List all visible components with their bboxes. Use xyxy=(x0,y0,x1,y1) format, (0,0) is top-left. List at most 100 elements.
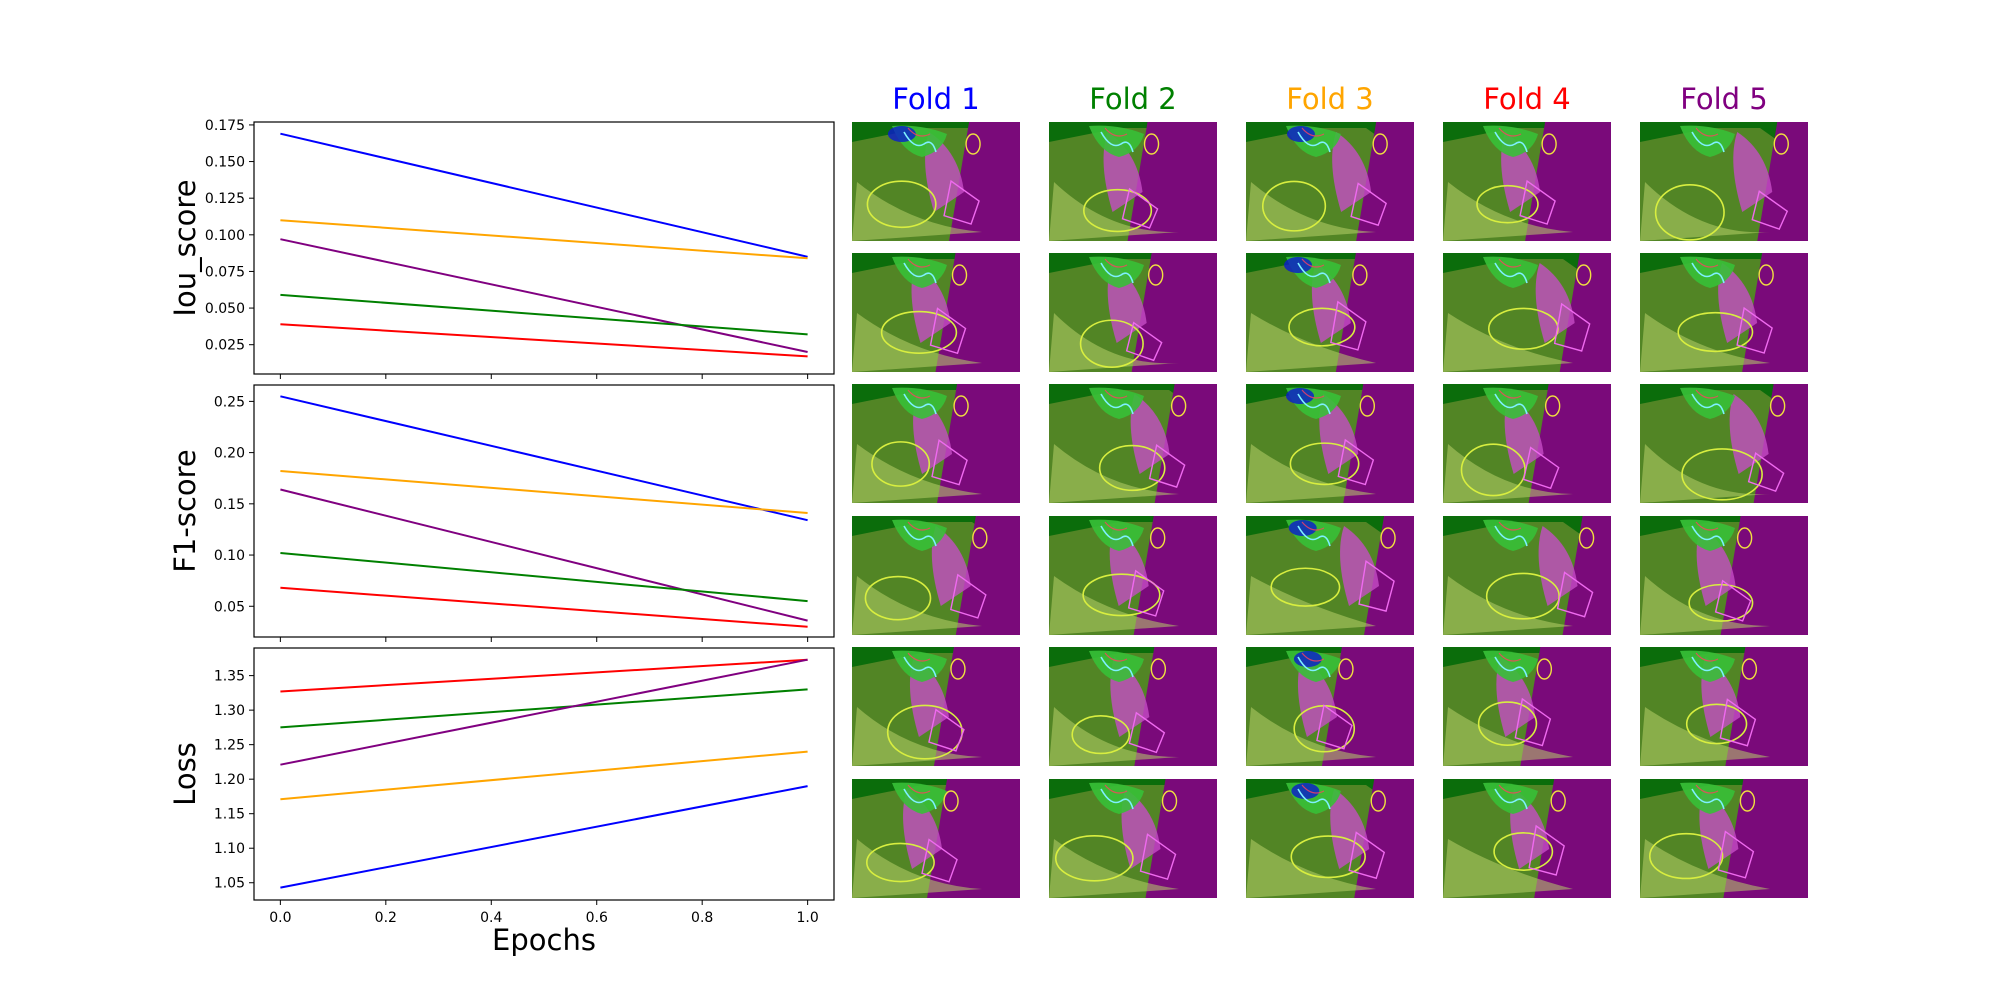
thumbnail-fold-2-row-6 xyxy=(1049,779,1217,898)
segmentation-overlay-image xyxy=(1443,253,1611,372)
plot-frame xyxy=(253,384,835,638)
segmentation-overlay-image xyxy=(852,516,1020,635)
series-line-3 xyxy=(280,658,808,766)
segmentation-overlay-image xyxy=(1443,647,1611,766)
x-tick-label: 0.4 xyxy=(480,910,502,926)
segmentation-overlay-image xyxy=(1246,384,1414,503)
y-tick-label: 0.05 xyxy=(214,599,245,615)
plot-frame xyxy=(253,121,835,375)
series-line-1 xyxy=(280,658,808,693)
y-tick-label: 0.10 xyxy=(214,548,245,564)
y-axis-label: Iou_score xyxy=(168,179,202,316)
segmentation-overlay-image xyxy=(1640,516,1808,635)
segmentation-overlay-image xyxy=(1246,647,1414,766)
segmentation-overlay-image xyxy=(1246,122,1414,241)
segmentation-overlay-image xyxy=(1443,122,1611,241)
y-tick-label: 1.25 xyxy=(214,738,245,754)
y-tick-label: 1.30 xyxy=(214,703,245,719)
fold-3-title: Fold 3 xyxy=(1286,82,1374,116)
x-axis-label: Epochs xyxy=(492,923,596,957)
thumbnail-fold-5-row-4 xyxy=(1640,516,1808,635)
segmentation-overlay-image xyxy=(1049,253,1217,372)
y-tick-label: 1.10 xyxy=(214,841,245,857)
segmentation-overlay-image xyxy=(852,253,1020,372)
series-line-2 xyxy=(280,470,808,514)
segmentation-overlay-image xyxy=(1049,779,1217,898)
series-line-3 xyxy=(280,488,808,622)
segmentation-overlay-image xyxy=(1049,647,1217,766)
thumbnail-fold-2-row-5 xyxy=(1049,647,1217,766)
y-tick-label: 0.150 xyxy=(205,155,245,171)
series-line-4 xyxy=(280,552,808,603)
y-tick-label: 1.20 xyxy=(214,772,245,788)
thumbnail-fold-1-row-6 xyxy=(852,779,1020,898)
y-tick-label: 0.15 xyxy=(214,497,245,513)
segmentation-overlay-image xyxy=(1443,384,1611,503)
thumbnail-fold-3-row-6 xyxy=(1246,779,1414,898)
series-line-2 xyxy=(280,688,808,729)
segmentation-overlay-image xyxy=(1640,779,1808,898)
y-tick-label: 0.175 xyxy=(205,118,245,134)
thumbnail-fold-1-row-1 xyxy=(852,122,1020,241)
thumbnail-fold-5-row-2 xyxy=(1640,253,1808,372)
y-tick-label: 0.050 xyxy=(205,301,245,317)
y-axis-label: F1-score xyxy=(168,449,202,573)
fold-1-title: Fold 1 xyxy=(892,82,980,116)
fold-4-title: Fold 4 xyxy=(1483,82,1571,116)
thumbnail-fold-2-row-3 xyxy=(1049,384,1217,503)
segmentation-overlay-image xyxy=(852,779,1020,898)
segmentation-overlay-image xyxy=(1049,384,1217,503)
y-tick-label: 0.25 xyxy=(214,394,245,410)
segmentation-overlay-image xyxy=(1640,647,1808,766)
thumbnail-fold-1-row-2 xyxy=(852,253,1020,372)
series-line-3 xyxy=(280,238,808,353)
thumbnail-fold-5-row-3 xyxy=(1640,384,1808,503)
thumbnail-fold-2-row-2 xyxy=(1049,253,1217,372)
thumbnail-fold-1-row-5 xyxy=(852,647,1020,766)
thumbnail-fold-1-row-4 xyxy=(852,516,1020,635)
thumbnail-fold-2-row-1 xyxy=(1049,122,1217,241)
y-tick-label: 0.125 xyxy=(205,191,245,207)
x-tick-label: 1.0 xyxy=(797,910,819,926)
y-tick-label: 1.05 xyxy=(214,876,245,892)
thumbnail-fold-4-row-2 xyxy=(1443,253,1611,372)
x-tick-label: 0.0 xyxy=(269,910,291,926)
x-tick-label: 0.8 xyxy=(691,910,713,926)
thumbnail-fold-3-row-4 xyxy=(1246,516,1414,635)
thumbnail-fold-4-row-1 xyxy=(1443,122,1611,241)
chart-panel-3: 1.05 1.10 1.15 1.20 1.25 1.30 1.35 0.0 0.2 0.4 0.6… xyxy=(168,647,835,957)
x-tick-label: 0.6 xyxy=(586,910,608,926)
series-line-5 xyxy=(280,323,808,358)
segmentation-overlay-image xyxy=(1443,516,1611,635)
y-tick-label: 0.100 xyxy=(205,228,245,244)
segmentation-overlay-image xyxy=(852,647,1020,766)
thumbnail-fold-3-row-1 xyxy=(1246,122,1414,241)
segmentation-overlay-image xyxy=(1049,516,1217,635)
thumbnail-fold-1-row-3 xyxy=(852,384,1020,503)
segmentation-overlay-image xyxy=(1246,779,1414,898)
thumbnail-fold-4-row-4 xyxy=(1443,516,1611,635)
y-tick-label: 0.075 xyxy=(205,264,245,280)
segmentation-overlay-image xyxy=(852,384,1020,503)
segmentation-overlay-image xyxy=(1443,779,1611,898)
segmentation-overlay-image xyxy=(852,122,1020,241)
plot-frame xyxy=(253,647,835,901)
segmentation-overlay-image xyxy=(1640,253,1808,372)
series-line-4 xyxy=(280,750,808,801)
thumbnail-fold-3-row-5 xyxy=(1246,647,1414,766)
series-line-5 xyxy=(280,785,808,889)
segmentation-overlay-image xyxy=(1049,122,1217,241)
y-tick-label: 0.025 xyxy=(205,338,245,354)
fold-5-title: Fold 5 xyxy=(1680,82,1768,116)
series-line-2 xyxy=(280,219,808,260)
chart-panel-1: 0.025 0.050 0.075 0.100 0.125 0.150 0.175 Iou_s… xyxy=(168,118,835,379)
thumbnail-fold-4-row-6 xyxy=(1443,779,1611,898)
chart-panel-2: 0.05 0.10 0.15 0.20 0.25 F1-score xyxy=(168,384,835,642)
series-line-5 xyxy=(280,586,808,628)
thumbnail-fold-4-row-3 xyxy=(1443,384,1611,503)
thumbnail-fold-5-row-5 xyxy=(1640,647,1808,766)
series-line-4 xyxy=(280,293,808,336)
segmentation-overlay-image xyxy=(1246,516,1414,635)
segmentation-overlay-image xyxy=(1640,122,1808,241)
